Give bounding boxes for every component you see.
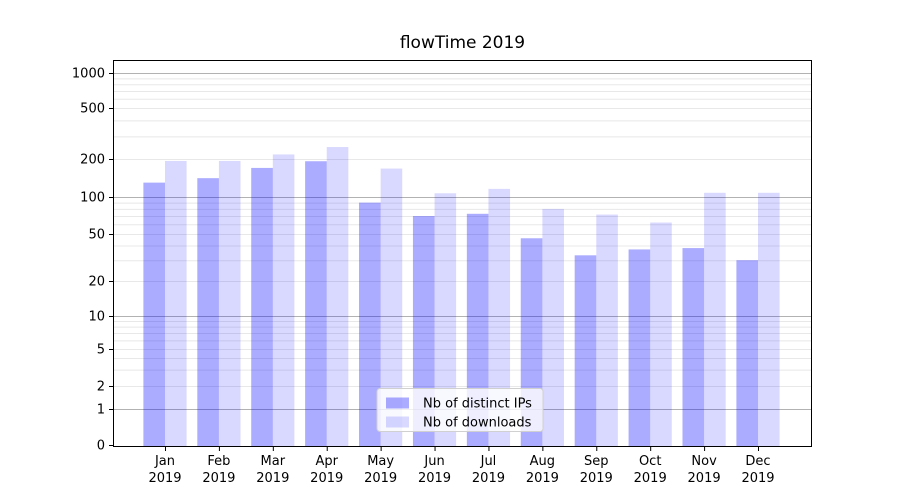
y-axis-tick-label: 50 bbox=[88, 228, 105, 243]
x-axis-tick-label-month: Jul bbox=[480, 454, 497, 469]
y-axis-tick-label: 10 bbox=[88, 310, 105, 325]
plot-border bbox=[113, 60, 812, 447]
bar-nb-of-downloads-may bbox=[380, 168, 403, 447]
x-axis-tick-label-year: 2019 bbox=[472, 471, 505, 486]
x-axis-tick-label-month: Apr bbox=[315, 454, 338, 469]
x-axis-tick-label-year: 2019 bbox=[418, 471, 451, 486]
legend-label-nb-of-distinct-ips: Nb of distinct IPs bbox=[423, 397, 532, 412]
x-axis-tick-label-month: Mar bbox=[261, 454, 286, 469]
bar-nb-of-distinct-ips-dec bbox=[736, 260, 758, 447]
bar-nb-of-distinct-ips-sep bbox=[574, 255, 597, 447]
legend-swatch-nb-of-distinct-ips bbox=[386, 397, 409, 409]
y-axis-tick-label: 0 bbox=[97, 439, 105, 454]
x-axis-tick-label-year: 2019 bbox=[364, 471, 397, 486]
bar-nb-of-distinct-ips-jan bbox=[143, 182, 165, 447]
bar-nb-of-downloads-nov bbox=[704, 192, 726, 447]
x-axis-tick-label-month: Jun bbox=[423, 454, 444, 469]
x-axis-tick-label-month: Feb bbox=[207, 454, 230, 469]
x-axis-tick-label-month: Nov bbox=[691, 454, 717, 469]
x-axis-tick-label-month: May bbox=[367, 454, 394, 469]
bar-nb-of-distinct-ips-feb bbox=[197, 178, 219, 447]
x-axis-tick-label-month: Aug bbox=[530, 454, 555, 469]
y-axis-tick-label: 2 bbox=[97, 380, 105, 395]
x-axis-tick-label-year: 2019 bbox=[526, 471, 559, 486]
x-axis-tick-label-year: 2019 bbox=[148, 471, 181, 486]
y-axis-tick-label: 100 bbox=[80, 191, 105, 206]
x-axis-tick-label-year: 2019 bbox=[202, 471, 235, 486]
x-axis-tick-label-year: 2019 bbox=[741, 471, 774, 486]
x-axis-tick-label-month: Oct bbox=[639, 454, 661, 469]
bar-nb-of-downloads-mar bbox=[272, 154, 295, 447]
x-axis-tick-label-year: 2019 bbox=[580, 471, 613, 486]
bar-nb-of-downloads-jun bbox=[434, 193, 457, 447]
bar-nb-of-downloads-dec bbox=[758, 192, 780, 447]
x-axis-tick-label-month: Dec bbox=[745, 454, 770, 469]
x-axis-tick-label-month: Jan bbox=[154, 454, 175, 469]
legend-label-nb-of-downloads: Nb of downloads bbox=[423, 416, 532, 431]
bar-nb-of-downloads-jul bbox=[488, 188, 511, 447]
x-axis-tick-label-month: Sep bbox=[584, 454, 609, 469]
y-axis-tick-label: 20 bbox=[88, 275, 105, 290]
y-axis-tick-label: 5 bbox=[97, 343, 105, 358]
bar-nb-of-downloads-apr bbox=[326, 147, 349, 447]
bar-nb-of-distinct-ips-may bbox=[359, 202, 381, 447]
bar-nb-of-downloads-jan bbox=[165, 160, 187, 447]
bar-nb-of-distinct-ips-apr bbox=[305, 161, 327, 447]
y-axis-tick-label: 1000 bbox=[72, 67, 105, 82]
bar-nb-of-downloads-aug bbox=[542, 208, 564, 447]
x-axis-tick-label-year: 2019 bbox=[634, 471, 667, 486]
legend-swatch-nb-of-downloads bbox=[386, 416, 409, 428]
bar-nb-of-distinct-ips-oct bbox=[628, 249, 651, 447]
chart-title: flowTime 2019 bbox=[399, 33, 526, 53]
y-axis-tick-label: 500 bbox=[80, 102, 105, 117]
legend-box bbox=[376, 388, 544, 432]
y-axis-tick-label: 1 bbox=[97, 403, 105, 418]
x-axis-tick-label-year: 2019 bbox=[256, 471, 289, 486]
x-axis-tick-label-year: 2019 bbox=[310, 471, 343, 486]
x-axis-tick-label-year: 2019 bbox=[688, 471, 721, 486]
bar-nb-of-distinct-ips-mar bbox=[251, 167, 273, 447]
bar-nb-of-downloads-feb bbox=[218, 160, 241, 447]
bar-nb-of-downloads-oct bbox=[650, 222, 672, 447]
bar-nb-of-distinct-ips-nov bbox=[682, 248, 705, 447]
y-axis-tick-label: 200 bbox=[80, 153, 105, 168]
bar-nb-of-downloads-sep bbox=[596, 214, 618, 447]
